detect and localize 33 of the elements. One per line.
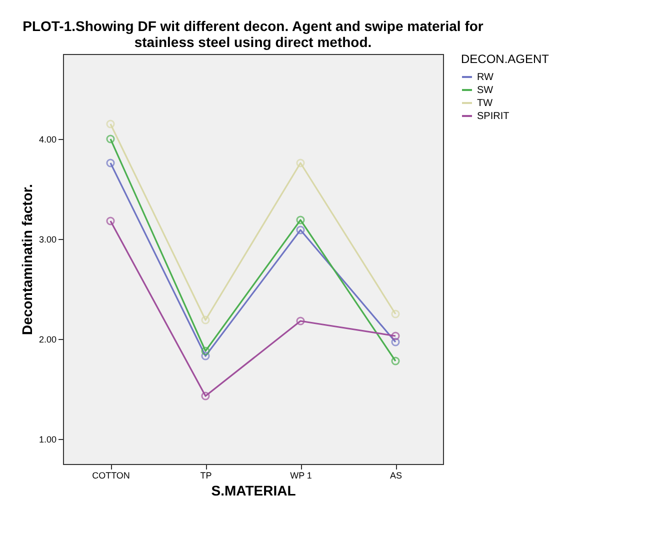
point (391, 332, 400, 340)
y-tick-label: 3.00 (38, 234, 56, 244)
point (201, 316, 210, 324)
point (391, 338, 400, 346)
y-tick-label: 2.00 (38, 334, 56, 344)
x-tick-label: WP 1 (290, 470, 312, 480)
x-tick-label: AS (390, 470, 402, 480)
text: stainless steel using direct method. (134, 34, 372, 50)
point (201, 346, 210, 356)
legend-label: TW (477, 98, 494, 109)
x-tick-label: TP (200, 470, 212, 480)
point (296, 158, 305, 168)
point (296, 226, 305, 234)
point (201, 352, 210, 360)
y-tick-label: 1.00 (38, 434, 56, 444)
point (106, 120, 115, 128)
point (106, 158, 115, 168)
point (296, 316, 305, 326)
point (391, 310, 400, 318)
y-axis-title: Decontaminatin factor. (18, 184, 35, 335)
point (106, 216, 115, 226)
x-axis-title: S.MATERIAL (211, 482, 296, 498)
legend-label: RW (477, 72, 494, 83)
text: PLOT-1.Showing DF wit different decon. Agent and swipe material for (22, 18, 484, 34)
point (296, 216, 305, 224)
point (106, 134, 115, 144)
point (201, 392, 210, 400)
legend-title: DECON.AGENT (461, 52, 550, 66)
x-tick-label: COTTON (92, 470, 130, 480)
legend-label: SPIRIT (477, 111, 510, 122)
point (391, 356, 400, 366)
y-tick-label: 4.00 (38, 134, 56, 144)
legend-label: SW (477, 85, 494, 96)
